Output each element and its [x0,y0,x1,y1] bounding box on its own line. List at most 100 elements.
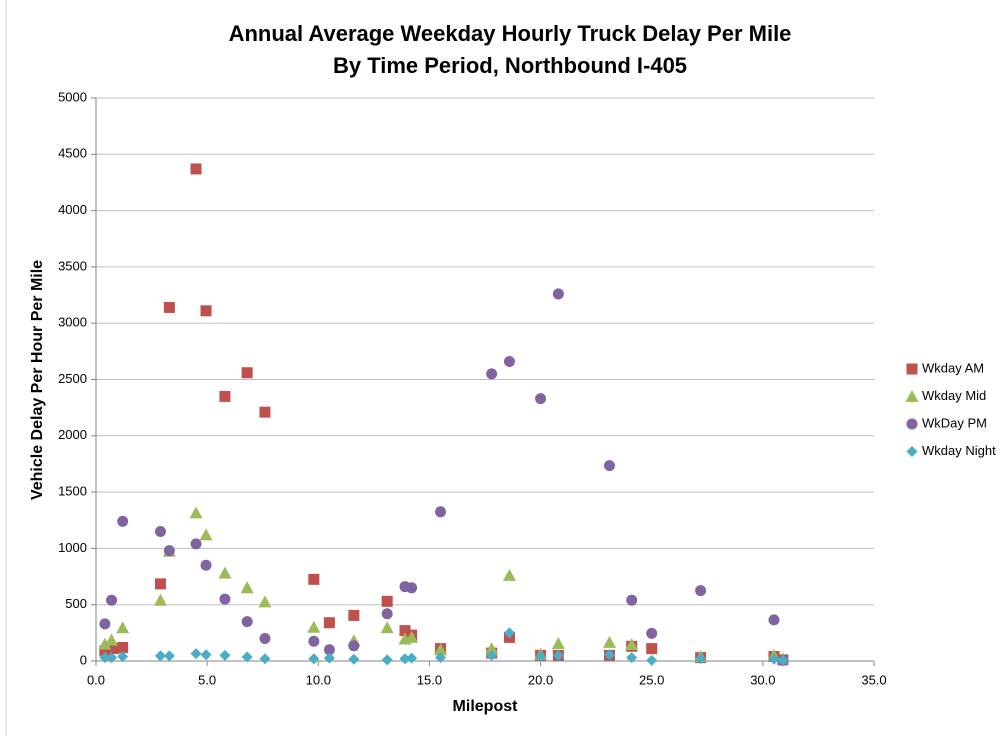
data-point [98,637,112,650]
data-point [117,515,129,527]
data-point [308,573,320,585]
y-tick-label: 3000 [58,315,87,330]
legend-marker [906,363,918,375]
data-point [535,393,547,405]
data-point [106,594,118,606]
data-point [240,581,254,594]
y-tick-label: 500 [65,596,87,611]
data-point [241,367,253,379]
data-point [777,654,789,666]
y-tick-label: 4000 [58,202,87,217]
data-point [117,650,129,662]
data-point [154,650,166,662]
data-point [307,620,321,633]
legend-label: Wkday Mid [922,388,986,403]
data-point [626,652,638,664]
data-point [258,595,272,608]
data-point [625,638,639,651]
data-point [381,608,393,620]
data-point [108,643,120,655]
data-point [434,643,448,656]
data-point [259,406,271,418]
data-point [381,654,393,666]
data-point [486,649,498,661]
data-point [189,506,203,519]
y-axis-title: Vehicle Delay Per Hour Per Mile [29,260,46,500]
data-point [154,578,166,590]
data-point [551,637,565,650]
data-point [646,654,658,666]
data-point [199,528,213,541]
data-point [399,625,411,637]
x-tick-label: 0.0 [87,672,105,687]
data-point [348,640,360,652]
data-point [153,593,167,606]
x-tick-label: 15.0 [417,672,442,687]
data-point [603,649,615,661]
data-point [646,643,658,655]
data-point [399,653,411,665]
legend-marker [906,418,918,430]
data-point [200,305,212,317]
data-point [218,566,232,579]
legend-marker [906,446,918,457]
data-point [163,301,175,313]
data-point [99,652,111,664]
x-tick-label: 10.0 [306,672,331,687]
data-point [552,649,564,661]
y-tick-label: 2000 [58,427,87,442]
x-tick-label: 35.0 [861,672,886,687]
y-tick-label: 1500 [58,484,87,499]
legend-label: WkDay PM [922,415,987,430]
data-point [405,630,419,643]
data-point [200,649,212,661]
data-point [406,582,418,594]
legend-label: Wkday Night [922,443,996,458]
data-point [768,614,780,626]
y-tick-label: 0 [80,652,87,667]
data-point [535,650,547,662]
data-point [695,653,707,665]
data-point [381,595,393,607]
data-point [259,632,271,644]
x-tick-label: 25.0 [639,672,664,687]
data-point [502,568,516,581]
data-point [435,652,447,664]
x-tick-label: 5.0 [198,672,216,687]
data-point [117,641,129,653]
y-tick-label: 3500 [58,258,87,273]
data-point [308,653,320,665]
data-point [323,652,335,664]
data-point [99,645,111,657]
data-point [626,594,638,606]
data-point [695,585,707,597]
chart-title: Annual Average Weekday Hourly Truck Dela… [229,21,792,46]
data-point [219,649,231,661]
data-point [105,633,119,646]
legend-marker [905,390,919,402]
data-point [116,621,130,634]
data-point [99,618,111,630]
data-point [323,644,335,656]
data-point [503,355,515,367]
data-point [323,617,335,629]
data-point [435,506,447,518]
data-point [219,390,231,402]
data-point [768,653,780,665]
data-point [348,609,360,621]
data-point [380,621,394,634]
x-tick-label: 20.0 [528,672,553,687]
data-point [200,559,212,571]
data-point [219,593,231,605]
data-point [406,652,418,664]
data-point [503,627,515,639]
data-point [552,288,564,300]
data-point [485,642,499,655]
data-point [106,652,118,664]
data-point [259,653,271,665]
data-point [190,163,202,175]
data-point [190,538,202,550]
data-point [486,368,498,380]
data-point [241,616,253,628]
